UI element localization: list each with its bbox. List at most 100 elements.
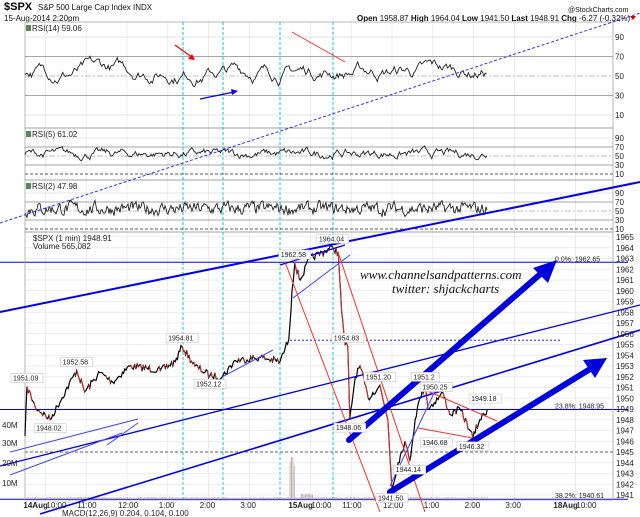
down-tick xyxy=(342,320,345,335)
down-tick xyxy=(191,360,194,364)
down-tick xyxy=(297,269,300,279)
lower-trendline xyxy=(39,329,640,515)
volume-bar xyxy=(237,497,239,499)
volume-bar xyxy=(277,497,278,499)
volume-bar xyxy=(97,497,99,499)
big-arrow-icon xyxy=(346,267,548,443)
volume-bar xyxy=(69,497,71,499)
volume-bar xyxy=(55,497,57,499)
volume-bar xyxy=(411,497,413,499)
volume-bar xyxy=(137,497,138,499)
rsi-title: RSI(2) 47.98 xyxy=(32,182,78,191)
x-tick-label: 11:00 xyxy=(342,501,362,510)
price-annotation: 1951.09 xyxy=(13,376,38,383)
volume-bar xyxy=(205,497,207,499)
volume-bar xyxy=(365,497,367,499)
volume-bar xyxy=(257,497,259,499)
x-tick-label: 10:00 xyxy=(46,501,67,510)
volume-bar xyxy=(428,497,430,499)
volume-bar xyxy=(464,497,466,499)
volume-bar xyxy=(144,497,145,499)
trendlines xyxy=(0,12,640,515)
down-tick xyxy=(359,365,362,370)
triangle-down-icon xyxy=(630,16,636,20)
volume-bar xyxy=(368,497,369,499)
down-tick xyxy=(366,391,369,399)
volume-bar xyxy=(260,497,262,499)
rsi-tick-label: 50 xyxy=(615,207,624,216)
down-tick xyxy=(365,386,368,392)
volume-bar xyxy=(124,497,126,499)
volume-bar xyxy=(106,497,108,499)
rsi-tick-label: 50 xyxy=(615,72,624,81)
volume-bar xyxy=(93,497,95,499)
volume-bar xyxy=(118,497,120,499)
price-annotation-box xyxy=(411,372,440,382)
volume-bar xyxy=(352,497,354,499)
volume-bar xyxy=(201,497,203,499)
volume-bar xyxy=(166,497,168,499)
volume-bar xyxy=(130,497,131,499)
down-tick xyxy=(28,390,31,394)
volume-bar xyxy=(96,497,98,499)
volume-bar xyxy=(240,497,242,499)
volume-bar xyxy=(373,497,375,499)
price-annotation-box xyxy=(419,382,453,392)
volume-bar xyxy=(139,497,141,499)
volume-bar xyxy=(445,497,446,499)
volume-bar xyxy=(116,497,117,499)
fib-label: 0.0%: 1962.65 xyxy=(555,256,600,263)
volume-bar xyxy=(239,497,241,499)
price-annotation: 1952.58 xyxy=(63,360,88,367)
x-tick-label: 10:00 xyxy=(311,501,332,510)
price-tick-label: 1948 xyxy=(616,416,634,425)
channel-line xyxy=(9,432,123,476)
volume-bar xyxy=(320,497,322,499)
volume-bar xyxy=(78,497,80,499)
price-tick-label: 1947 xyxy=(616,427,634,436)
volume-tick-label: 40M xyxy=(2,421,18,430)
volume-bar xyxy=(225,497,227,499)
blue-arrowhead-icon xyxy=(231,89,238,95)
volume-bar xyxy=(442,497,444,499)
down-tick xyxy=(404,441,407,446)
volume-bar xyxy=(53,497,54,499)
rsi-line xyxy=(24,55,487,88)
volume-bar xyxy=(466,497,467,499)
down-tick xyxy=(333,250,336,254)
volume-bar xyxy=(454,497,456,499)
volume-bar xyxy=(282,497,284,499)
volume-bar xyxy=(289,461,291,499)
down-tick xyxy=(475,425,478,429)
volume-bar xyxy=(222,497,224,499)
price-annotation: 1962.58 xyxy=(281,252,306,259)
volume-bar xyxy=(288,497,290,499)
price-annotation: 1952.12 xyxy=(196,381,221,388)
down-tick xyxy=(382,399,385,405)
volume-bar xyxy=(460,497,462,499)
price-annotation-box xyxy=(60,357,93,367)
price-tick-label: 1962 xyxy=(616,265,634,274)
watermark-twitter: twitter: shjackcharts xyxy=(392,281,499,296)
volume-bar xyxy=(145,497,147,499)
volume-label: Volume 565,082 xyxy=(33,242,91,251)
volume-bar xyxy=(128,497,130,499)
price-annotation: 1950.25 xyxy=(422,385,447,392)
volume-bar xyxy=(29,497,31,499)
down-tick xyxy=(166,364,169,368)
volume-bar xyxy=(299,497,301,499)
down-tick xyxy=(197,365,200,369)
volume-bar xyxy=(243,497,245,499)
volume-bar xyxy=(285,497,287,499)
volume-bar xyxy=(235,497,236,499)
volume-bar xyxy=(309,493,311,499)
volume-bar xyxy=(293,465,295,499)
volume-bar xyxy=(120,497,122,499)
volume-bar xyxy=(415,497,417,499)
volume-bar xyxy=(347,497,348,499)
x-tick-label: 11:00 xyxy=(77,501,97,510)
down-tick xyxy=(380,388,383,395)
x-tick-label: 3:00 xyxy=(505,501,521,510)
volume-bar xyxy=(219,497,221,499)
down-tick xyxy=(270,358,274,363)
